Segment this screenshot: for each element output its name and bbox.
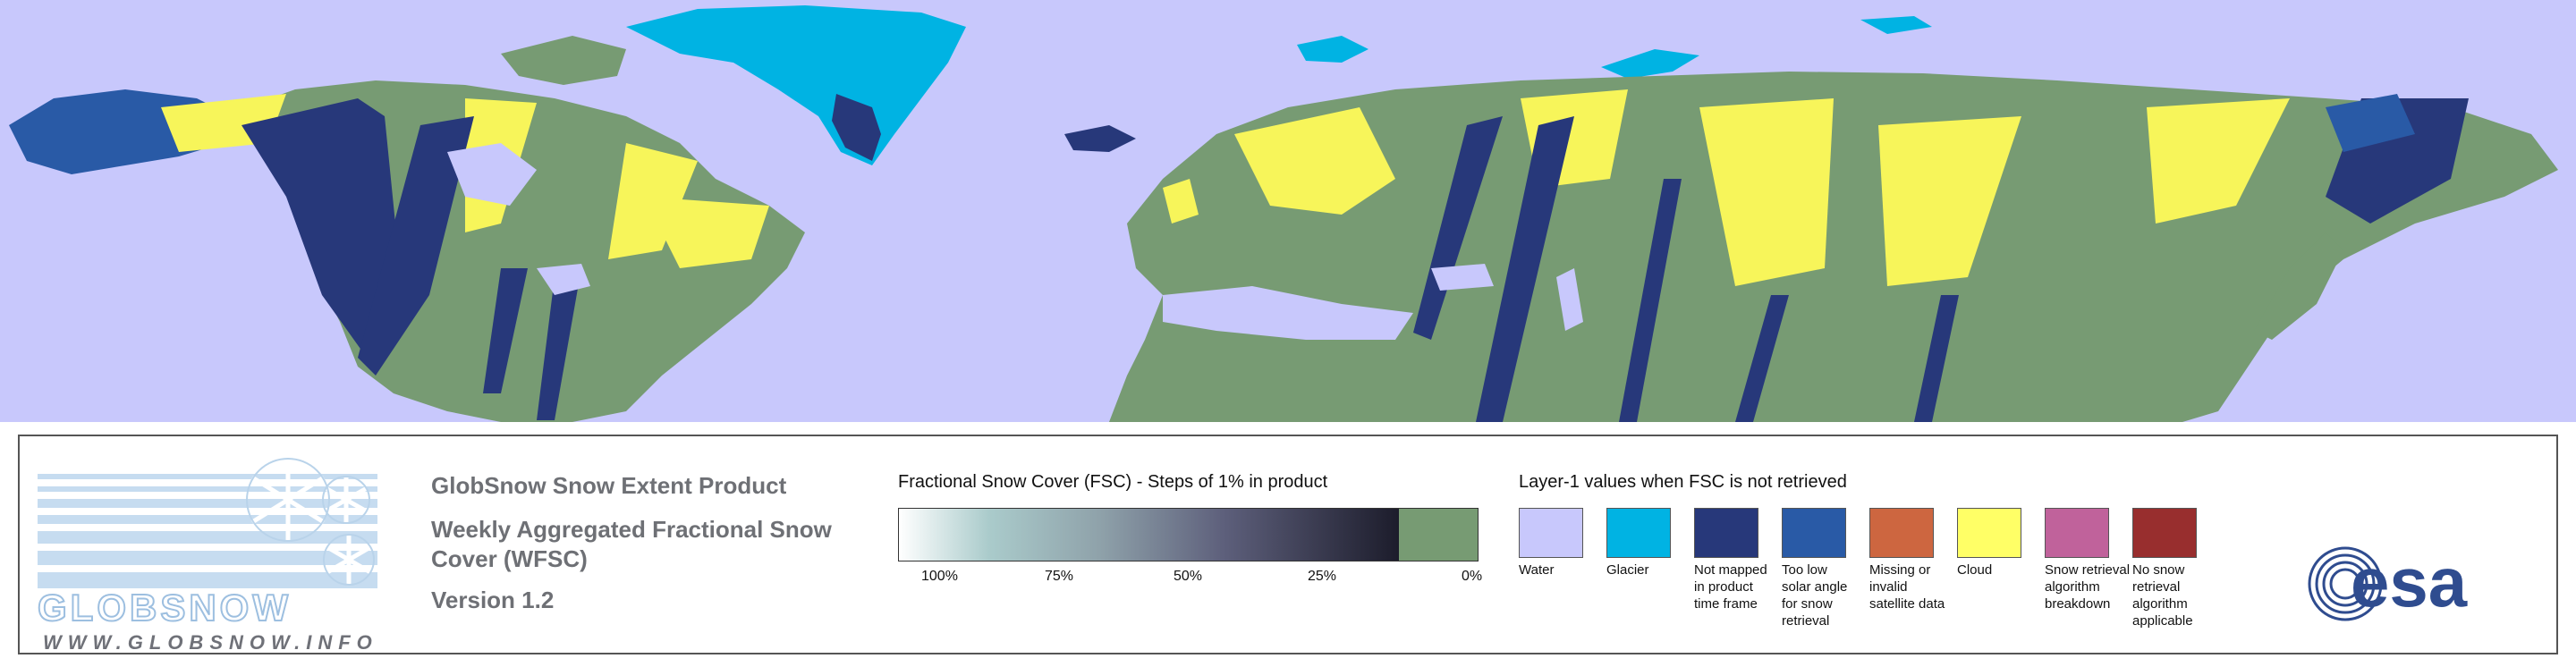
- esa-logo-mark: esa: [2308, 543, 2468, 621]
- snowflake-outline-icon: [246, 458, 375, 586]
- swatch-label: Cloud: [1957, 562, 1993, 578]
- eurasia-not-mapped-3: [1619, 179, 1682, 422]
- eurasia-snow-1: [1234, 107, 1395, 215]
- eurasia-not-mapped-5: [1914, 295, 1959, 422]
- fsc-gradient-bar: [898, 508, 1401, 561]
- eurasia-not-mapped-1: [1413, 116, 1503, 340]
- arctic-islands-na: [501, 36, 626, 85]
- na-not-mapped-band-1: [242, 98, 402, 358]
- mediterranean: [1163, 286, 1413, 340]
- swatch-no-algorithm: [2132, 508, 2197, 558]
- swatch-label: No snow retrieval algorithm applicable: [2132, 562, 2193, 629]
- fsc-scale-label: Fractional Snow Cover (FSC) - Steps of 1…: [898, 472, 1328, 492]
- layer1-label: Layer-1 values when FSC is not retrieved: [1519, 472, 1847, 492]
- black-sea: [1431, 264, 1494, 291]
- swatch-label: Missing or invalid satellite data: [1869, 562, 1945, 612]
- map-canvas: [9, 5, 2558, 422]
- fsc-tick: 100%: [921, 569, 958, 584]
- esa-wordmark: esa: [2351, 544, 2468, 621]
- fsc-tick: 75%: [1045, 569, 1074, 584]
- svalbard: [1297, 36, 1368, 63]
- novaya-zemlya: [1601, 49, 1699, 79]
- japan: [2254, 232, 2343, 340]
- fsc-tick: 50%: [1174, 569, 1203, 584]
- swatch-water: [1519, 508, 1583, 558]
- arctic-islands-east: [1860, 16, 1932, 34]
- uk: [1163, 179, 1199, 224]
- na-snow-band-4: [644, 197, 769, 268]
- globsnow-url[interactable]: WWW.GLOBSNOW.INFO: [43, 631, 378, 654]
- swatch-label: Too low solar angle for snow retrieval: [1782, 562, 1848, 629]
- swatch-not-mapped: [1694, 508, 1758, 558]
- greenland: [626, 5, 966, 165]
- eurasia-snow-4: [1878, 116, 2021, 286]
- eurasia-snow-5: [2147, 98, 2290, 224]
- esa-swirl-icon: [2308, 546, 2383, 621]
- greenland-not-mapped: [832, 94, 881, 161]
- swatch-missing-data: [1869, 508, 1934, 558]
- na-not-mapped-band-4: [537, 268, 581, 420]
- snowflake-icon: [250, 458, 372, 585]
- swatch-glacier: [1606, 508, 1671, 558]
- globsnow-stripes: GLOBSNOW: [37, 458, 377, 629]
- hudson-bay: [447, 143, 537, 206]
- product-version: Version 1.2: [431, 587, 555, 613]
- na-not-mapped-band-3: [483, 268, 528, 393]
- eurasia-not-mapped-2: [1476, 116, 1574, 422]
- product-title: GlobSnow Snow Extent Product: [431, 472, 787, 499]
- fsc-tick: 0%: [1462, 569, 1483, 584]
- swatch-label: Not mapped in product time frame: [1694, 562, 1767, 612]
- fsc-tick: 25%: [1308, 569, 1337, 584]
- swatch-low-solar-angle: [1782, 508, 1846, 558]
- swatch-label: Snow retrieval algorithm breakdown: [2045, 562, 2131, 612]
- snow-cover-map: [0, 0, 2576, 422]
- legend-panel: GLOBSNOW WWW.GLOBSNOW.INFO GlobSnow Snow…: [18, 435, 2558, 654]
- product-subtitle: Weekly Aggregated Fractional Snow Cover …: [431, 516, 832, 572]
- globsnow-wordmark: GLOBSNOW: [38, 587, 292, 629]
- kamchatka-solar: [2326, 94, 2415, 152]
- swatch-cloud: [1957, 508, 2021, 558]
- swatch-label: Glacier: [1606, 562, 1649, 578]
- globsnow-logo: GLOBSNOW WWW.GLOBSNOW.INFO: [37, 451, 395, 654]
- esa-logo: esa: [2306, 543, 2538, 624]
- eurasia-snow-3: [1699, 98, 1834, 286]
- iceland: [1064, 125, 1136, 152]
- fsc-zero-swatch: [1399, 508, 1479, 561]
- eurasia-not-mapped-4: [1735, 295, 1789, 422]
- swatch-algorithm-breakdown: [2045, 508, 2109, 558]
- swatch-label: Water: [1519, 562, 1555, 578]
- caspian-sea: [1556, 268, 1583, 331]
- great-lakes: [537, 264, 590, 295]
- na-not-mapped-band-2: [358, 116, 474, 376]
